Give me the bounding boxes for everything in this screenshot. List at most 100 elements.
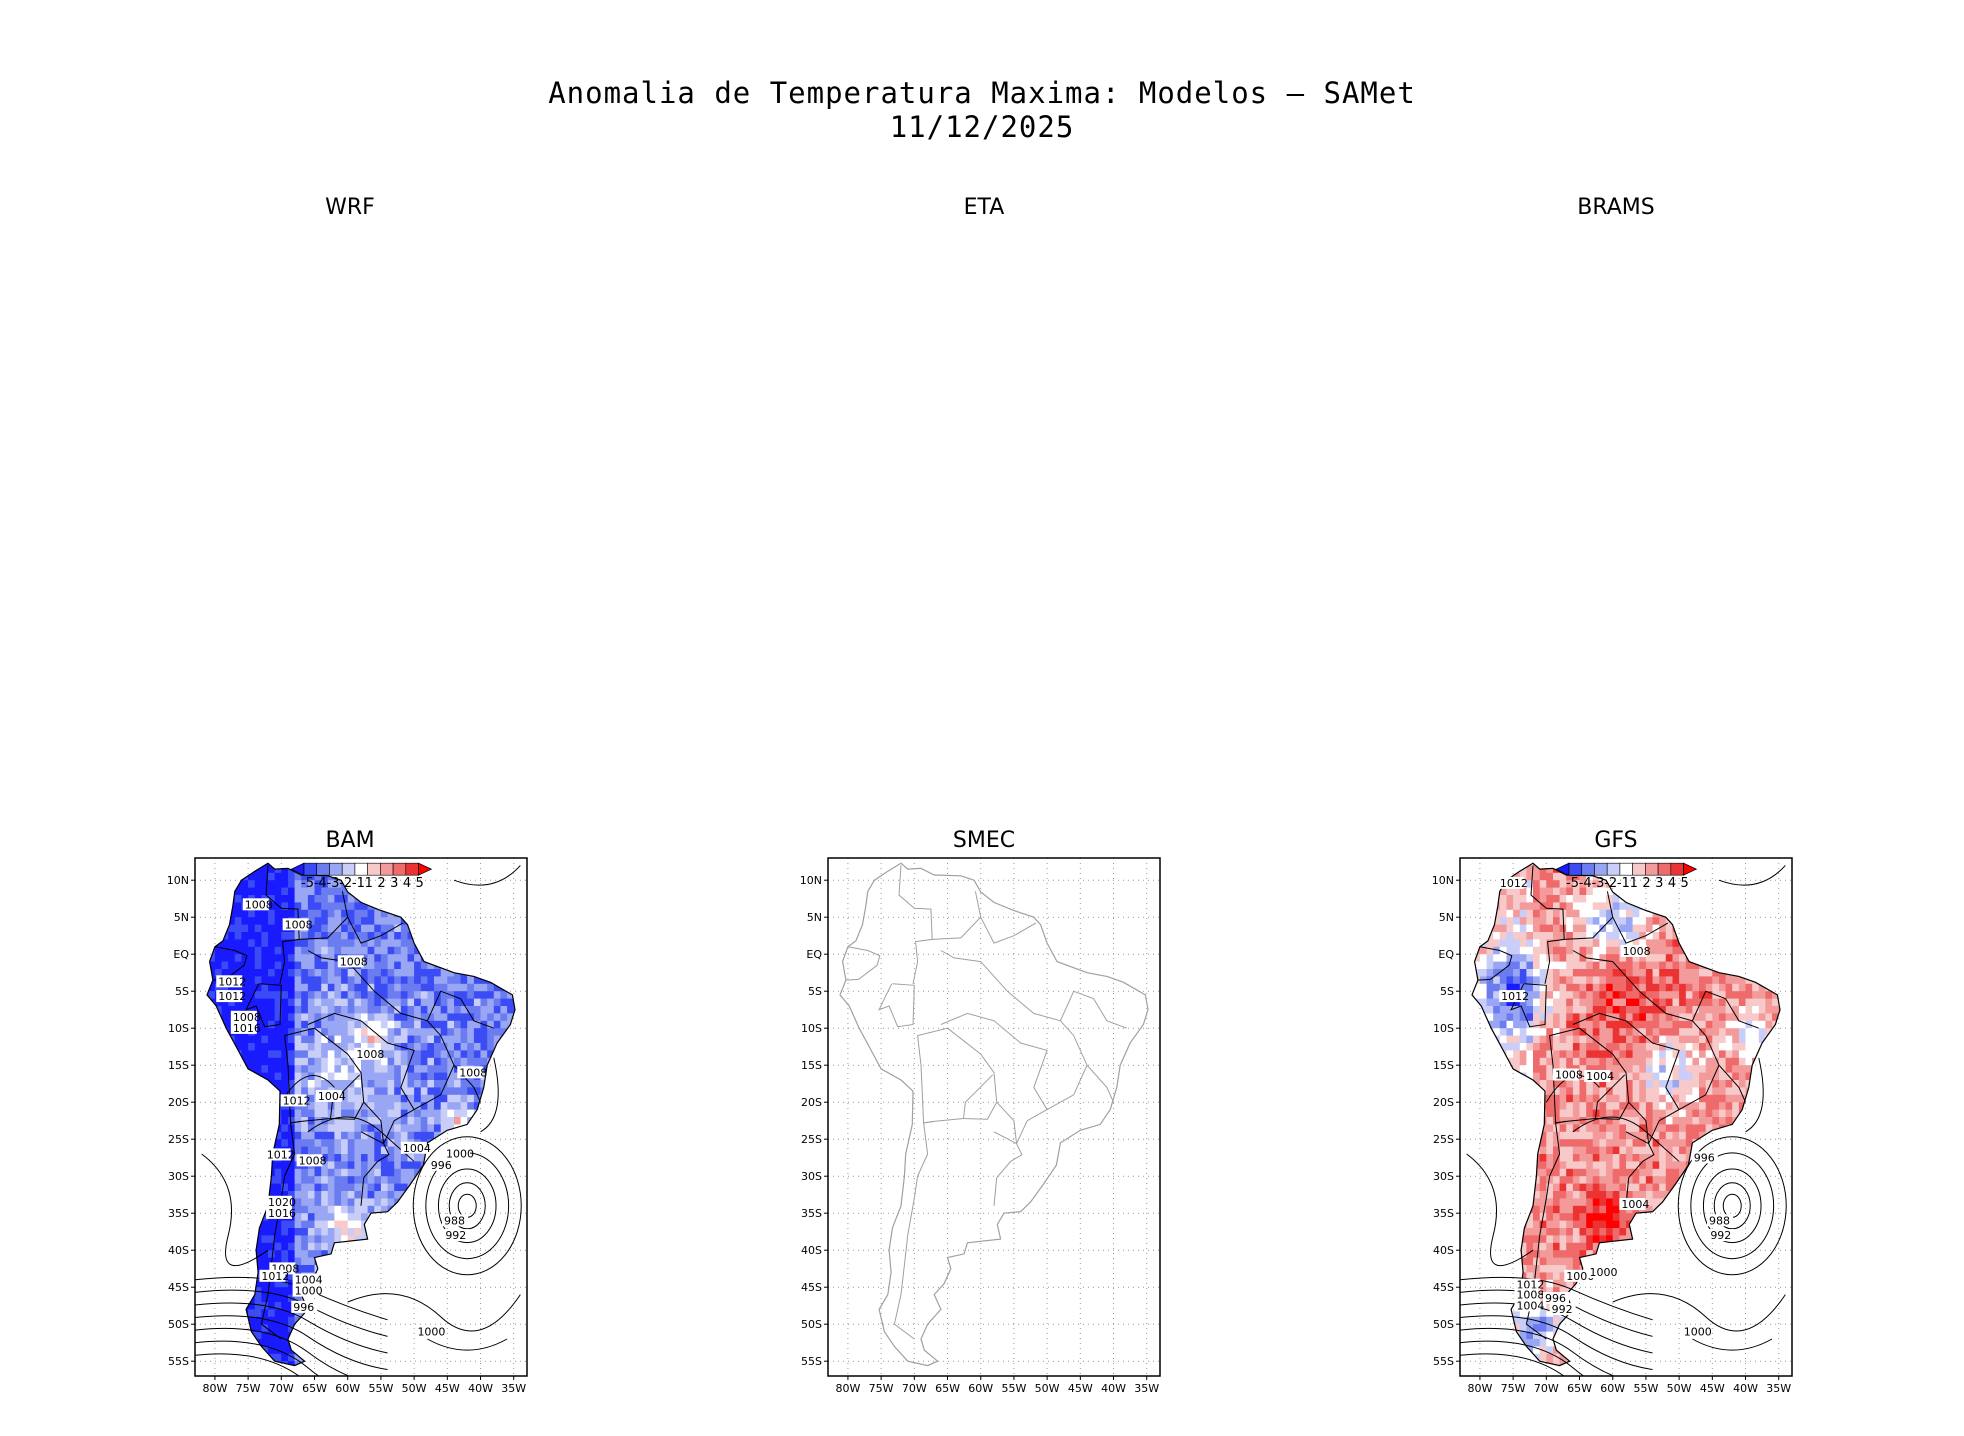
colorbar-label: 1 — [1630, 876, 1638, 891]
panel-label-bam: BAM — [325, 828, 375, 853]
colorbar-label: -4 — [314, 876, 327, 891]
colorbar-label: -2 — [339, 876, 352, 891]
svg-text:1008: 1008 — [459, 1066, 487, 1079]
svg-text:992: 992 — [445, 1229, 466, 1242]
isobar-label: 1008 — [230, 1010, 261, 1024]
lat-tick-label: 10N — [167, 874, 189, 887]
lat-tick-label: 10S — [801, 1022, 822, 1035]
coastline — [839, 862, 1149, 1367]
lat-tick-label: 5N — [174, 911, 189, 924]
svg-text:988: 988 — [444, 1214, 465, 1227]
svg-text:1008: 1008 — [285, 918, 313, 931]
lat-tick-label: 45S — [1433, 1281, 1454, 1294]
lat-tick-label: 40S — [168, 1244, 189, 1257]
colorbar-label: 3 — [1655, 876, 1663, 891]
lat-tick-label: 25S — [1433, 1133, 1454, 1146]
lat-tick-label: EQ — [1438, 948, 1454, 961]
isobar-label: 992 — [443, 1229, 470, 1242]
axis-ticks: 10N 5N EQ 5S 10S 15S 20S 25S 30S 35S 40S 45S 50S 55S 8… — [1432, 874, 1792, 1395]
isobar-label: 1016 — [230, 1021, 261, 1035]
svg-text:1012: 1012 — [267, 1148, 295, 1161]
lat-tick-label: 15S — [801, 1059, 822, 1072]
lat-tick-label: 50S — [801, 1318, 822, 1331]
lat-tick-label: 15S — [168, 1059, 189, 1072]
colorbar-label: -2 — [1604, 876, 1617, 891]
lat-tick-label: 50S — [1433, 1318, 1454, 1331]
lon-tick-label: 35W — [1766, 1382, 1791, 1395]
isobar-label: 988 — [1707, 1214, 1733, 1227]
isobar-label: 1000 — [415, 1325, 445, 1338]
lon-tick-label: 45W — [1068, 1382, 1093, 1395]
isobar-label: 1004 — [315, 1089, 346, 1103]
lon-tick-label: 60W — [1600, 1382, 1625, 1395]
lat-tick-label: 20S — [1433, 1096, 1454, 1109]
lat-tick-label: EQ — [173, 948, 189, 961]
panel-label-brams: BRAMS — [1577, 195, 1655, 220]
svg-text:1008: 1008 — [356, 1048, 384, 1061]
lon-tick-label: 35W — [501, 1382, 526, 1395]
isobar-label: 1012 — [264, 1148, 295, 1161]
isobar-label: 1000 — [1564, 1269, 1594, 1283]
lat-tick-label: 10S — [1433, 1022, 1454, 1035]
svg-text:1008: 1008 — [299, 1154, 327, 1167]
lat-tick-label: 25S — [801, 1133, 822, 1146]
colorbar-label: -1 — [1617, 876, 1630, 891]
lat-tick-label: 5N — [807, 911, 822, 924]
colorbar-label: -3 — [1591, 876, 1604, 891]
svg-text:1000: 1000 — [295, 1285, 323, 1298]
lat-tick-label: 30S — [168, 1170, 189, 1183]
coastline — [206, 862, 516, 1367]
lat-tick-label: 35S — [1433, 1207, 1454, 1220]
isobar-label: 1004 — [1619, 1198, 1649, 1211]
svg-text:1012: 1012 — [218, 990, 246, 1003]
svg-text:1004: 1004 — [318, 1090, 346, 1103]
lat-tick-label: 15S — [1433, 1059, 1454, 1072]
lon-tick-label: 65W — [935, 1382, 960, 1395]
lon-tick-label: 70W — [902, 1382, 927, 1395]
lon-tick-label: 65W — [1567, 1382, 1592, 1395]
isobar-label: 1004 — [292, 1273, 323, 1287]
lat-tick-label: 40S — [801, 1244, 822, 1257]
lon-tick-label: 40W — [1733, 1382, 1758, 1395]
isobar-label: 1004 — [400, 1141, 431, 1155]
svg-text:1008: 1008 — [340, 955, 368, 968]
panel-label-gfs: GFS — [1594, 828, 1638, 853]
plot-frame — [194, 857, 528, 1377]
country-borders — [845, 865, 1127, 1340]
lat-tick-label: 5N — [1439, 911, 1454, 924]
lat-tick-label: 10N — [800, 874, 822, 887]
lat-tick-label: 50S — [168, 1318, 189, 1331]
colorbar-label: 4 — [403, 876, 411, 891]
isobar-label: 1008 — [1552, 1068, 1583, 1082]
isobar-label: 1008 — [337, 955, 368, 968]
svg-text:1000: 1000 — [417, 1325, 445, 1338]
lon-tick-label: 75W — [236, 1382, 261, 1395]
lat-tick-label: 35S — [168, 1207, 189, 1220]
lat-tick-label: 20S — [801, 1096, 822, 1109]
isobar-label: 996 — [428, 1158, 455, 1172]
isobar-label: 1012 — [259, 1269, 289, 1283]
svg-text:996: 996 — [293, 1301, 314, 1314]
svg-text:1008: 1008 — [245, 898, 273, 911]
map-panel-bam: 1008100810081012101210081016100810081004… — [167, 857, 528, 1395]
isobar-label: 1012 — [216, 975, 246, 988]
lon-tick-label: 80W — [1467, 1382, 1492, 1395]
isobar-label: 1004 — [1584, 1070, 1614, 1083]
lon-tick-label: 50W — [1035, 1382, 1060, 1395]
coastline — [1471, 862, 1781, 1367]
lon-tick-label: 60W — [335, 1382, 360, 1395]
svg-text:996: 996 — [431, 1159, 452, 1172]
isobar-label: 1012 — [1499, 990, 1529, 1003]
panel-label-eta: ETA — [963, 195, 1005, 220]
colorbar-label: 3 — [390, 876, 398, 891]
lon-tick-label: 70W — [1534, 1382, 1559, 1395]
plot-frame — [1459, 857, 1793, 1377]
svg-text:1004: 1004 — [403, 1142, 431, 1155]
svg-text:1020: 1020 — [268, 1196, 296, 1209]
isobar-label: 992 — [1708, 1229, 1735, 1242]
isobar-label: 996 — [291, 1300, 318, 1314]
isobar-label: 1000 — [292, 1284, 323, 1298]
isobar-label: 996 — [1542, 1292, 1569, 1305]
isobar-label: 1000 — [1587, 1266, 1617, 1279]
